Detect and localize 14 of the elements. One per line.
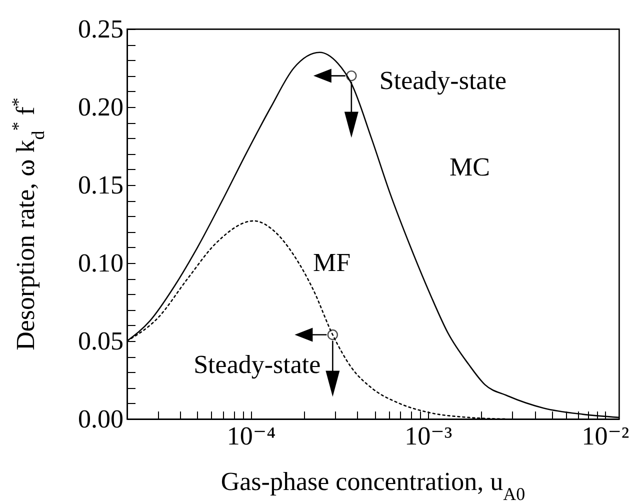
y-tick-label: 0.25 bbox=[78, 14, 124, 44]
annotation: Steady-state bbox=[194, 350, 321, 379]
text: MC bbox=[449, 152, 490, 182]
y-tick-label: 0.15 bbox=[78, 170, 124, 200]
series-label: MF bbox=[313, 248, 351, 277]
x-tick-label: 10⁻² bbox=[582, 422, 630, 450]
annotation: Steady-state bbox=[379, 66, 506, 95]
y-tick-label: 0.00 bbox=[78, 404, 124, 434]
x-axis-title: Gas-phase concentration, u$_{A0}$ bbox=[220, 467, 526, 502]
y-tick-label: 0.10 bbox=[78, 248, 124, 278]
y-tick-label: 0.05 bbox=[78, 326, 124, 356]
y-tick-label: 0.20 bbox=[78, 92, 124, 122]
x-tick-label: 10⁻³ bbox=[404, 422, 452, 450]
x-tick-label: 10⁻⁴ bbox=[226, 422, 276, 450]
